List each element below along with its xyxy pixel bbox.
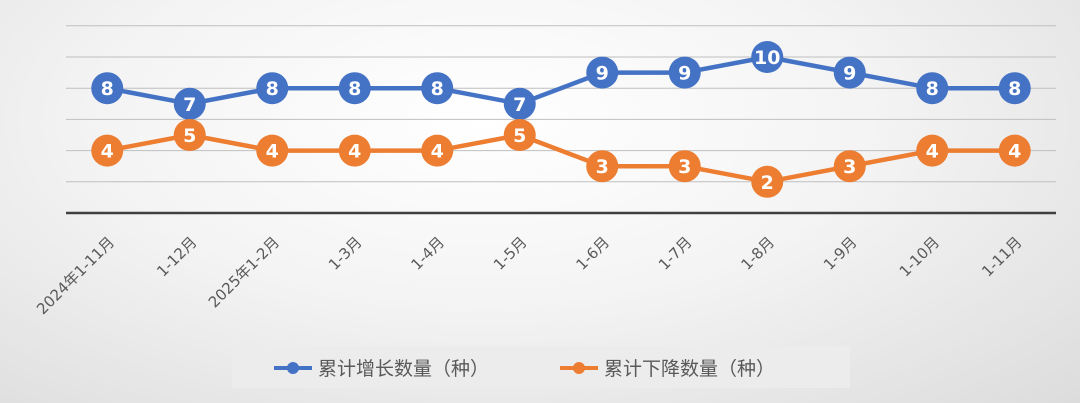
data-label: 3 [596, 156, 609, 178]
x-tick-label: 1-3月 [325, 233, 366, 274]
x-tick-label: 1-10月 [896, 233, 943, 280]
data-label: 5 [183, 125, 196, 147]
series-layer: 8 7 8 8 8 7 9 9 10 9 8 8 4 5 4 4 4 5 3 3 2 3 4 4 [91, 41, 1031, 198]
x-tick-label: 1-12月 [153, 233, 200, 280]
data-label: 7 [183, 94, 196, 116]
data-point [751, 41, 784, 73]
legend-label-growth: 累计增长数量（种） [318, 358, 489, 380]
x-tick-label: 2025年1-2月 [205, 233, 283, 311]
data-point [751, 165, 784, 198]
data-label: 8 [926, 78, 939, 100]
legend: 累计增长数量（种） 累计下降数量（种） [232, 346, 850, 388]
data-label: 10 [754, 47, 780, 69]
data-point [91, 72, 124, 105]
legend-swatch-marker [287, 362, 299, 374]
x-axis: 2024年1-11月 1-12月 2025年1-2月 1-3月 1-4月 1-5月 1-6月… [33, 211, 1056, 318]
x-tick-label: 1-11月 [978, 233, 1025, 280]
data-point [586, 56, 619, 89]
data-point [91, 134, 124, 167]
x-tick-label: 1-4月 [407, 233, 448, 274]
x-tick-label: 1-8月 [737, 233, 778, 274]
data-point [668, 56, 701, 89]
data-label: 8 [1008, 78, 1021, 100]
series-0: 8 7 8 8 8 7 9 9 10 9 8 8 [91, 41, 1031, 120]
data-point [668, 150, 701, 183]
data-label: 9 [678, 63, 691, 85]
data-point [421, 72, 454, 105]
data-label: 4 [431, 141, 444, 163]
legend-swatch-marker [573, 362, 585, 374]
data-point [503, 119, 536, 151]
data-point [338, 134, 371, 167]
series-1: 4 5 4 4 4 5 3 3 2 3 4 4 [91, 119, 1031, 198]
data-point [586, 150, 619, 183]
data-label: 8 [101, 78, 114, 100]
data-point [173, 119, 206, 151]
x-tick-label: 2024年1-11月 [33, 233, 118, 318]
data-label: 9 [843, 63, 856, 85]
data-point [916, 134, 949, 167]
data-point [256, 134, 289, 167]
data-point [916, 72, 949, 105]
data-label: 4 [266, 141, 279, 163]
data-label: 5 [513, 125, 526, 147]
x-tick-label: 1-9月 [820, 233, 861, 274]
series-line [106, 54, 1015, 107]
x-tick-label: 1-5月 [490, 233, 531, 274]
data-point [998, 72, 1031, 105]
data-label: 4 [348, 141, 361, 163]
series-line [106, 132, 1015, 185]
legend-item-decline: 累计下降数量（种） [560, 358, 775, 380]
data-label: 4 [1008, 141, 1021, 163]
data-label: 9 [596, 63, 609, 85]
data-point [503, 87, 536, 120]
data-label: 8 [348, 78, 361, 100]
data-label: 4 [101, 141, 114, 163]
data-point [421, 134, 454, 167]
data-point [998, 134, 1031, 167]
gridlines [66, 25, 1056, 183]
data-point [833, 150, 866, 183]
data-label: 2 [761, 172, 774, 194]
legend-label-decline: 累计下降数量（种） [604, 358, 775, 380]
data-point [338, 72, 371, 105]
data-label: 8 [266, 78, 279, 100]
data-label: 3 [678, 156, 691, 178]
x-tick-label: 1-6月 [572, 233, 613, 274]
x-tick-label: 1-7月 [655, 233, 696, 274]
data-label: 8 [431, 78, 444, 100]
data-point [173, 87, 206, 120]
data-label: 3 [843, 156, 856, 178]
data-label: 7 [513, 94, 526, 116]
data-label: 4 [926, 141, 939, 163]
data-point [833, 56, 866, 89]
legend-item-growth: 累计增长数量（种） [274, 358, 489, 380]
legend-background [232, 346, 850, 388]
data-point [256, 72, 289, 105]
